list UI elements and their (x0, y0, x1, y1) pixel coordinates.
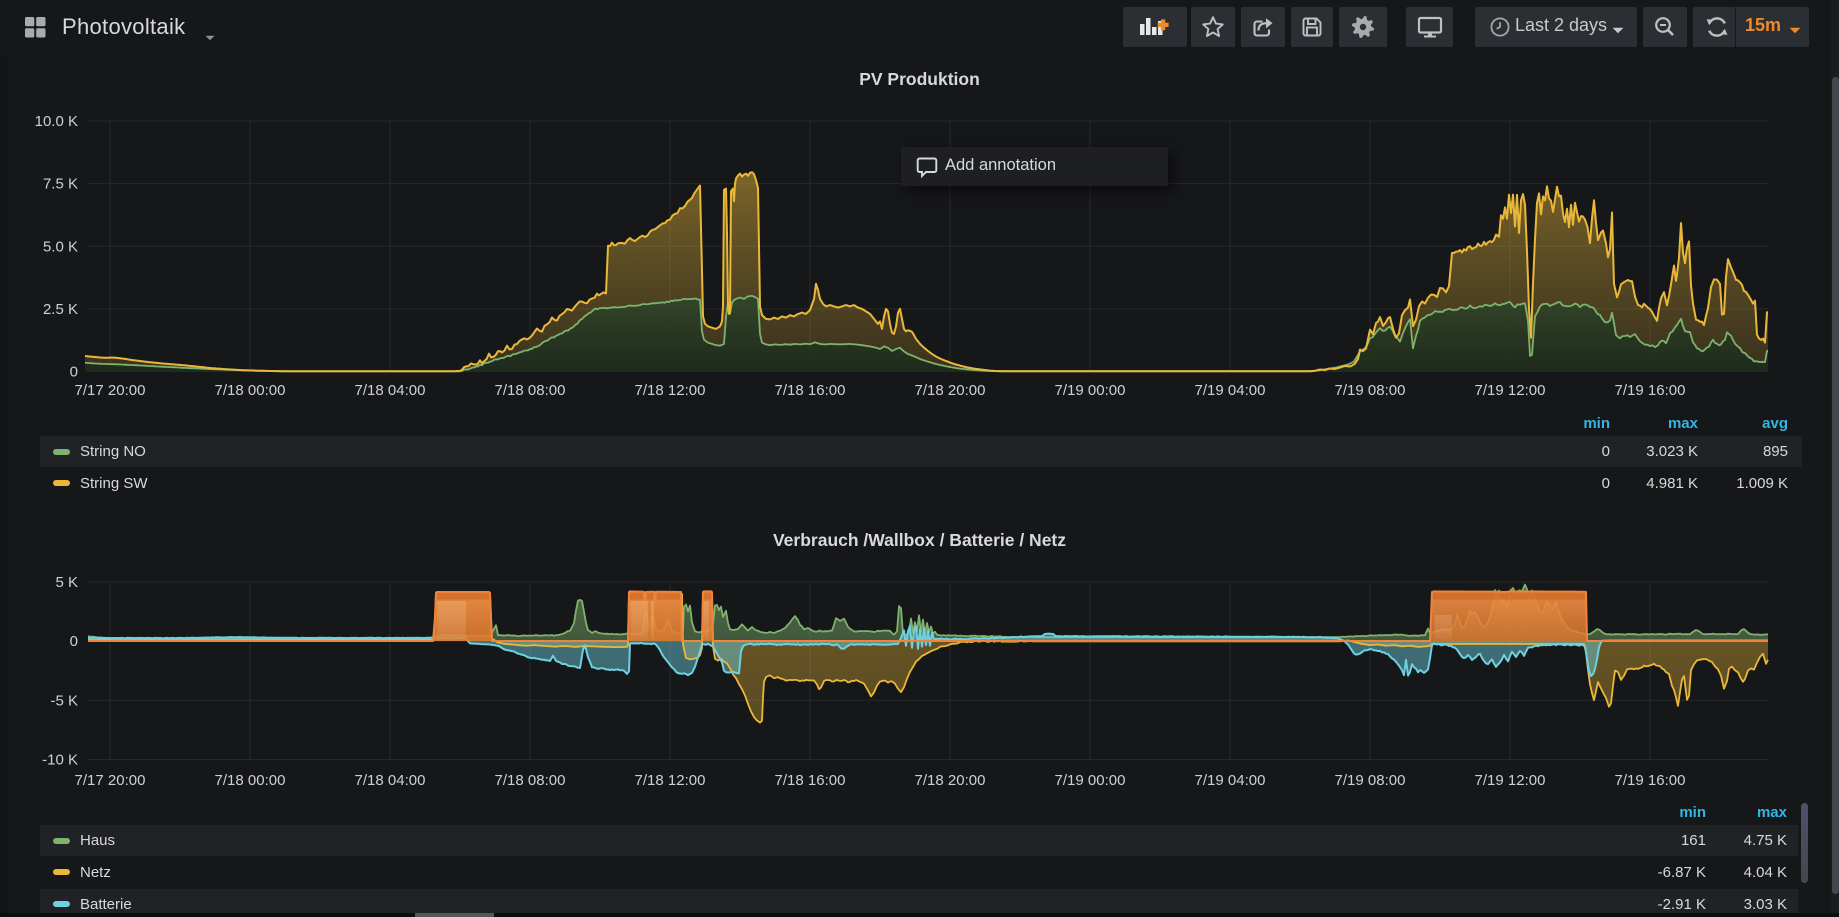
svg-text:7/19 00:00: 7/19 00:00 (1055, 382, 1126, 399)
svg-text:7/19 00:00: 7/19 00:00 (1055, 772, 1126, 789)
svg-text:7/18 16:00: 7/18 16:00 (775, 772, 846, 789)
svg-text:7/18 12:00: 7/18 12:00 (635, 772, 706, 789)
svg-text:5 K: 5 K (55, 574, 78, 591)
svg-text:7/18 12:00: 7/18 12:00 (635, 382, 706, 399)
svg-text:7/18 00:00: 7/18 00:00 (215, 382, 286, 399)
svg-text:7/19 12:00: 7/19 12:00 (1475, 772, 1546, 789)
svg-text:7/18 16:00: 7/18 16:00 (775, 382, 846, 399)
svg-text:-10 K: -10 K (42, 752, 78, 769)
svg-text:-5 K: -5 K (50, 692, 78, 709)
svg-text:2.5 K: 2.5 K (43, 301, 78, 318)
svg-text:7/17 20:00: 7/17 20:00 (75, 772, 146, 789)
svg-text:5.0 K: 5.0 K (43, 238, 78, 255)
svg-text:7/19 12:00: 7/19 12:00 (1475, 382, 1546, 399)
svg-text:7/18 00:00: 7/18 00:00 (215, 772, 286, 789)
svg-text:7/19 16:00: 7/19 16:00 (1615, 772, 1686, 789)
svg-text:7/19 08:00: 7/19 08:00 (1335, 772, 1406, 789)
svg-text:7/18 20:00: 7/18 20:00 (915, 772, 986, 789)
svg-text:7/19 04:00: 7/19 04:00 (1195, 772, 1266, 789)
svg-text:7/19 08:00: 7/19 08:00 (1335, 382, 1406, 399)
svg-text:7/18 20:00: 7/18 20:00 (915, 382, 986, 399)
svg-text:0: 0 (70, 364, 78, 381)
svg-text:7/18 08:00: 7/18 08:00 (495, 382, 566, 399)
svg-text:7/18 08:00: 7/18 08:00 (495, 772, 566, 789)
svg-text:7/17 20:00: 7/17 20:00 (75, 382, 146, 399)
svg-text:7/18 04:00: 7/18 04:00 (355, 772, 426, 789)
svg-text:0: 0 (70, 633, 78, 650)
svg-text:7/19 04:00: 7/19 04:00 (1195, 382, 1266, 399)
svg-text:7/18 04:00: 7/18 04:00 (355, 382, 426, 399)
svg-text:10.0 K: 10.0 K (35, 113, 78, 130)
svg-text:7.5 K: 7.5 K (43, 176, 78, 193)
svg-text:7/19 16:00: 7/19 16:00 (1615, 382, 1686, 399)
